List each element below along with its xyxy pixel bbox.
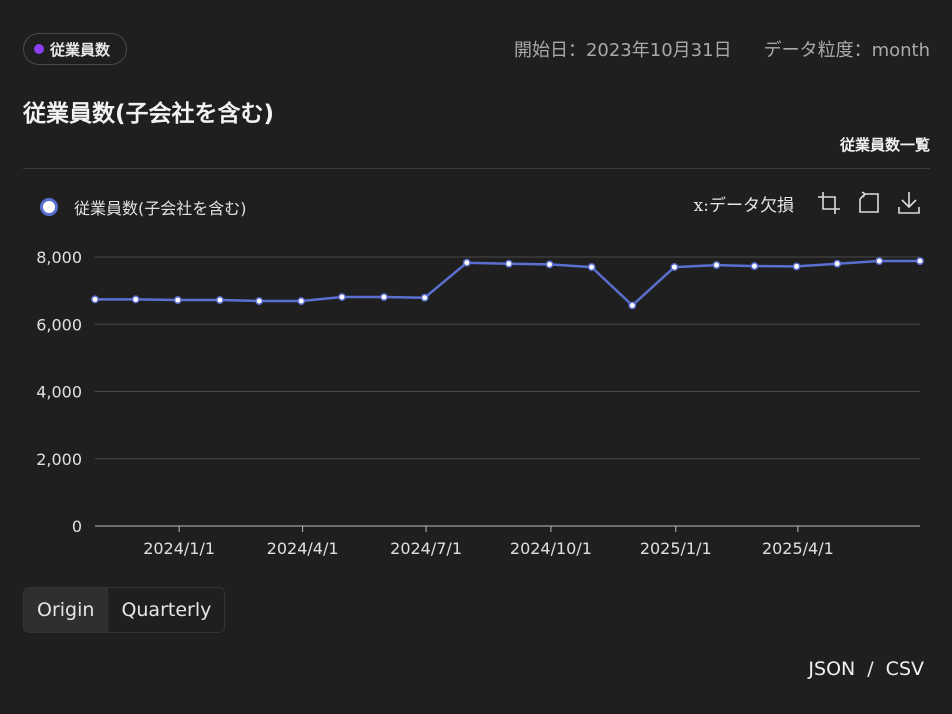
x-tick-label: 2024/7/1 [390, 539, 462, 558]
data-point [462, 258, 471, 267]
series-layer [91, 257, 924, 310]
data-point [297, 297, 306, 305]
data-point [131, 295, 140, 304]
x-tick-label: 2024/10/1 [510, 539, 592, 558]
data-point [380, 293, 388, 301]
divider [23, 168, 930, 169]
data-point [545, 260, 554, 269]
legend-item[interactable]: 従業員数(子会社を含む) [40, 195, 247, 219]
data-point [215, 296, 224, 304]
chart-toolbar: x:データ欠損 [694, 190, 922, 216]
quarterly-option[interactable]: Quarterly [107, 588, 224, 632]
export-links: JSON / CSV [808, 658, 924, 680]
badge-dot [34, 44, 44, 54]
data-point [833, 259, 842, 268]
data-point [91, 295, 99, 304]
x-tick-label: 2025/4/1 [762, 539, 834, 558]
y-tick-label: 6,000 [36, 315, 82, 334]
data-point [587, 263, 596, 272]
data-point [255, 297, 264, 305]
data-point [670, 263, 679, 272]
data-point [750, 262, 759, 271]
missing-data-toggle[interactable]: x:データ欠損 [693, 195, 794, 216]
y-tick-label: 4,000 [36, 383, 82, 402]
data-point [420, 293, 429, 302]
data-point [504, 259, 513, 268]
data-point [712, 261, 721, 270]
x-tick-label: 2024/1/1 [143, 539, 215, 558]
metric-badge: 従業員数 [23, 33, 128, 65]
x-tick-label: 2024/4/1 [267, 539, 339, 558]
data-granularity: データ粒度：month [763, 40, 930, 61]
data-point [916, 257, 924, 265]
x-axis: 2024/1/1 2024/4/1 2024/7/1 2024/10/1 2025/1/… [95, 525, 920, 558]
export-csv-link[interactable]: CSV [885, 658, 924, 680]
employee-list-link[interactable]: 従業員数一覧 [839, 136, 930, 154]
chart-title: 従業員数(子会社を含む) [23, 101, 275, 127]
start-date: 開始日：2023年10月31日 [513, 40, 732, 61]
y-axis-ticks: 0 2,000 4,000 6,000 8,000 [36, 248, 82, 536]
grid-lines [95, 256, 920, 460]
y-tick-label: 2,000 [36, 450, 82, 469]
y-tick-label: 8,000 [36, 248, 82, 267]
legend-marker [40, 198, 58, 216]
y-tick-label: 0 [72, 517, 82, 536]
data-point [875, 257, 884, 265]
badge-label: 従業員数 [50, 40, 111, 59]
data-point [338, 293, 346, 301]
download-icon[interactable] [896, 190, 922, 216]
export-json-link[interactable]: JSON [808, 658, 856, 680]
data-point [628, 301, 637, 310]
granularity-toggle: Origin Quarterly [23, 587, 226, 633]
export-separator: / [867, 658, 874, 680]
x-tick-label: 2025/1/1 [640, 539, 712, 558]
chart-meta: 開始日：2023年10月31日 データ粒度：month [514, 36, 930, 62]
data-point [792, 262, 801, 271]
reset-icon[interactable] [856, 190, 882, 216]
legend-label: 従業員数(子会社を含む) [74, 199, 247, 218]
crop-icon[interactable] [816, 190, 842, 216]
data-point [173, 296, 182, 304]
origin-option[interactable]: Origin [24, 588, 108, 632]
